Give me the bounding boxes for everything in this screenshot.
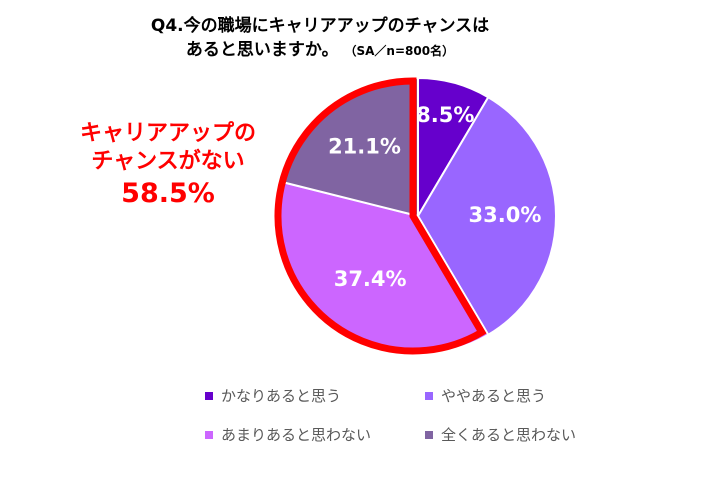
legend-item: あまりあると思わない: [205, 424, 425, 445]
pie-slice: [416, 95, 557, 337]
legend-item: 全くあると思わない: [425, 424, 625, 445]
legend-label: かなりあると思う: [221, 387, 342, 405]
data-label: 8.5%: [416, 103, 474, 127]
legend: かなりあると思う ややあると思う あまりあると思わない 全くあると思わない: [205, 385, 625, 445]
legend-label: ややあると思う: [441, 387, 547, 405]
callout-line-2: チャンスがない: [91, 149, 245, 174]
legend-label: あまりあると思わない: [221, 426, 372, 444]
legend-swatch: [425, 391, 433, 400]
legend-swatch: [205, 391, 213, 400]
data-label: 33.0%: [469, 203, 542, 227]
highlight-outline: [274, 77, 487, 355]
legend-item: ややあると思う: [425, 385, 625, 406]
callout-line-1: キャリアアップの: [79, 121, 256, 146]
legend-label: 全くあると思わない: [441, 426, 577, 444]
legend-swatch: [425, 430, 433, 439]
title-line-1: Q4.今の職場にキャリアアップのチャンスは: [150, 16, 490, 36]
legend-swatch: [205, 430, 213, 439]
data-label: 37.4%: [334, 267, 407, 291]
chart-title: Q4.今の職場にキャリアアップのチャンスは あると思いますか。 （SA／n=80…: [110, 14, 530, 63]
data-label: 21.1%: [328, 134, 401, 158]
title-line-2-text: あると思いますか。: [185, 40, 339, 60]
no-chance-callout: キャリアアップの チャンスがない 58.5%: [48, 120, 288, 212]
title-line-2: あると思いますか。 （SA／n=800名）: [110, 38, 530, 63]
legend-item: かなりあると思う: [205, 385, 425, 406]
callout-percent: 58.5%: [121, 178, 215, 209]
sample-note: （SA／n=800名）: [344, 44, 455, 58]
